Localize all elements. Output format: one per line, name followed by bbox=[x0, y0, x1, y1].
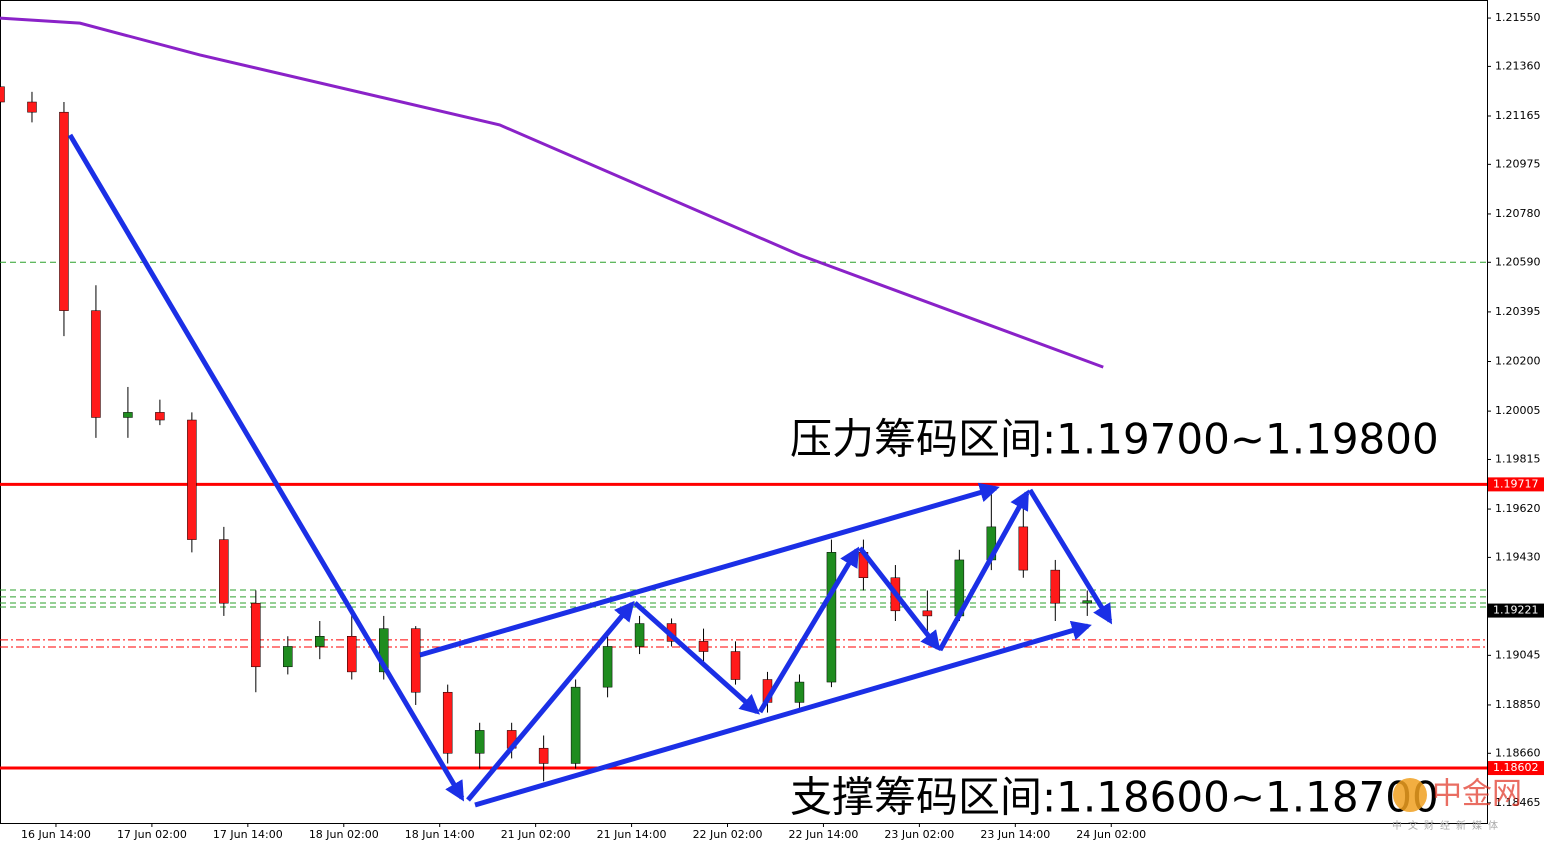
arrow bbox=[466, 600, 635, 802]
y-tick-label: 1.19815 bbox=[1495, 452, 1541, 465]
x-tick-label: 18 Jun 14:00 bbox=[405, 828, 475, 841]
candle-body bbox=[602, 646, 613, 688]
candle-body bbox=[538, 747, 549, 764]
arrow bbox=[419, 482, 1000, 658]
arrow bbox=[937, 489, 1030, 652]
moving-average bbox=[0, 16, 1104, 369]
x-tick-label: 17 Jun 14:00 bbox=[213, 828, 283, 841]
candle-body bbox=[826, 552, 837, 683]
price-tag bbox=[1488, 603, 1544, 618]
x-tick-label: 17 Jun 02:00 bbox=[117, 828, 187, 841]
y-tick-label: 1.19430 bbox=[1495, 550, 1541, 563]
arrow bbox=[67, 133, 465, 802]
y-tick-label: 1.19620 bbox=[1495, 502, 1541, 515]
candle-body bbox=[378, 628, 389, 673]
candle-body bbox=[251, 602, 261, 668]
y-tick-label: 1.20005 bbox=[1495, 404, 1541, 417]
arrow bbox=[757, 546, 860, 714]
candle-body bbox=[315, 636, 325, 647]
candle-body bbox=[1082, 600, 1093, 604]
price-tag-label: 1.19221 bbox=[1493, 604, 1539, 617]
x-tick-label: 22 Jun 02:00 bbox=[693, 828, 763, 841]
candle-body bbox=[123, 412, 133, 418]
x-tick-label: 21 Jun 14:00 bbox=[597, 828, 667, 841]
y-tick-label: 1.21550 bbox=[1495, 11, 1541, 24]
y-tick-label: 1.21360 bbox=[1495, 59, 1541, 72]
arrow bbox=[633, 601, 760, 715]
y-tick-label: 1.20780 bbox=[1495, 207, 1541, 220]
y-tick-label: 1.19045 bbox=[1495, 648, 1541, 661]
candle-body bbox=[442, 691, 453, 754]
candle-body bbox=[1050, 569, 1061, 604]
candle-body bbox=[474, 730, 485, 754]
candle-body bbox=[730, 651, 741, 680]
x-tick-label: 23 Jun 14:00 bbox=[980, 828, 1050, 841]
x-tick-label: 24 Jun 02:00 bbox=[1076, 828, 1146, 841]
arrow bbox=[1027, 488, 1113, 625]
candle-body bbox=[698, 641, 709, 652]
y-tick-label: 1.20590 bbox=[1495, 255, 1541, 268]
candle-body bbox=[187, 419, 197, 540]
watermark-slogan: 中文财经新媒体 bbox=[1392, 819, 1504, 832]
candle-body bbox=[91, 310, 101, 418]
candle-body bbox=[283, 646, 293, 668]
y-tick-label: 1.21165 bbox=[1495, 109, 1541, 122]
candle-body bbox=[0, 86, 5, 103]
candle-body bbox=[570, 686, 581, 764]
annotation: 支撑筹码区间:1.18600~1.18700 bbox=[790, 773, 1439, 822]
price-tag bbox=[1488, 477, 1544, 492]
x-tick-label: 22 Jun 14:00 bbox=[789, 828, 859, 841]
y-tick-label: 1.18850 bbox=[1495, 698, 1541, 711]
candle-body bbox=[410, 628, 421, 693]
watermark: 中金网 bbox=[1432, 777, 1522, 812]
candle-body bbox=[634, 623, 645, 647]
candle-body bbox=[922, 610, 933, 617]
price-tag-label: 1.18602 bbox=[1493, 761, 1539, 774]
price-tag bbox=[1488, 761, 1544, 776]
candle-body bbox=[794, 681, 805, 703]
x-tick-label: 21 Jun 02:00 bbox=[501, 828, 571, 841]
candle-body bbox=[347, 636, 357, 673]
x-tick-label: 18 Jun 02:00 bbox=[309, 828, 379, 841]
candle-body bbox=[155, 412, 165, 421]
y-tick-label: 1.18465 bbox=[1495, 796, 1541, 809]
arrow bbox=[474, 620, 1092, 808]
plot-frame bbox=[0, 0, 1488, 824]
candle-body bbox=[59, 111, 69, 311]
plot: 1.21550 1.21360 1.21165 1.20975 1.20780 1.205… bbox=[0, 11, 1544, 841]
candle-body bbox=[27, 101, 37, 113]
y-tick-label: 1.20200 bbox=[1495, 355, 1541, 368]
trend-arrows bbox=[67, 133, 1113, 808]
annotation: 压力筹码区间:1.19700~1.19800 bbox=[790, 415, 1439, 464]
x-tick-label: 23 Jun 02:00 bbox=[884, 828, 954, 841]
watermark-logo bbox=[1393, 778, 1427, 812]
y-tick-label: 1.18660 bbox=[1495, 746, 1541, 759]
candle-body bbox=[219, 539, 229, 604]
candle-body bbox=[1018, 526, 1029, 571]
arrow bbox=[858, 546, 941, 652]
price-tag-label: 1.19717 bbox=[1493, 477, 1539, 490]
y-tick-label: 1.20395 bbox=[1495, 305, 1541, 318]
x-tick-label: 16 Jun 14:00 bbox=[21, 828, 91, 841]
y-tick-label: 1.20975 bbox=[1495, 157, 1541, 170]
